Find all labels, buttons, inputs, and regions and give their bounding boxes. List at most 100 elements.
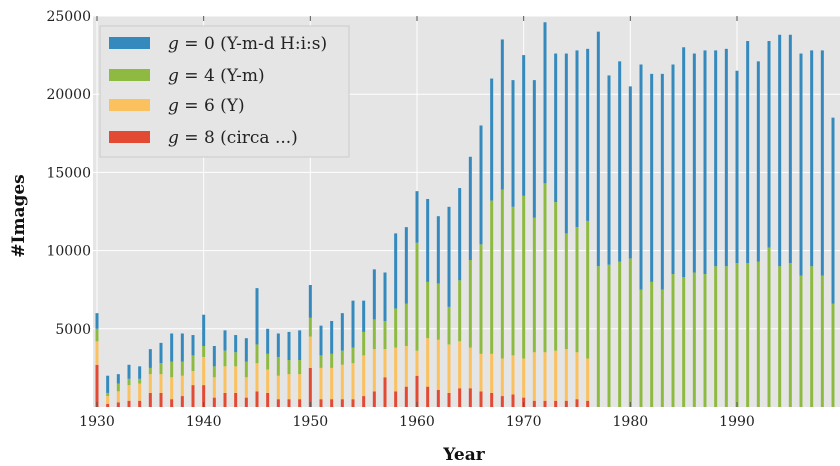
bar-g4-1992 [756,261,760,407]
bar-g0-1946 [266,328,270,354]
bar-g8-1969 [511,394,515,407]
bar-g0-1948 [287,331,291,361]
legend-entry-g0: g = 0 (Y-m-d H:i:s) [168,34,327,54]
bar-g6-1939 [191,371,195,386]
bar-g0-1985 [682,47,686,278]
legend: g = 0 (Y-m-d H:i:s) g = 4 (Y-m) g = 6 (Y) g… [99,25,350,158]
bar-g0-1981 [639,64,643,290]
bar-g0-1974 [564,53,568,234]
bar-g4-1939 [191,355,195,372]
bar-g8-1962 [436,389,440,407]
bar-g4-1968 [500,189,504,359]
bar-g4-1954 [351,347,355,364]
bar-g8-1952 [330,399,334,407]
legend-entry-g4: g = 4 (Y-m) [168,66,265,86]
x-tick-label: 1980 [613,414,649,430]
bar-g6-1945 [255,363,259,392]
bar-g4-1974 [564,233,568,350]
bar-g6-1946 [266,369,270,393]
bar-g0-1953 [340,313,344,351]
bar-g8-1947 [276,399,280,407]
bar-g0-1932 [116,374,120,384]
bar-g4-1958 [394,308,398,348]
bar-g4-1988 [714,266,718,407]
bar-g6-1969 [511,355,515,395]
bar-g4-1971 [532,217,536,353]
bar-g6-1950 [308,336,312,368]
bar-g6-1976 [586,358,590,401]
bar-g6-1953 [340,364,344,400]
bar-g0-1970 [522,55,526,196]
bar-g8-1937 [170,399,174,407]
bar-g4-1932 [116,383,120,392]
bar-g0-1931 [106,375,110,393]
bar-g8-1971 [532,400,536,407]
bar-g6-1940 [202,356,206,386]
bar-g4-1973 [554,202,558,351]
bar-g8-1930 [95,364,99,407]
bar-g6-1957 [383,349,387,378]
bar-g0-1943 [234,335,238,353]
bar-g8-1943 [234,392,238,407]
bar-g4-1977 [596,266,600,407]
axis-ticks: 1930 1940 1950 1960 1970 1980 1990 5000 10000 150… [46,9,754,430]
legend-swatch-g6 [109,99,150,111]
bar-g6-1932 [116,391,120,403]
bar-g8-1964 [458,388,462,407]
y-tick-label: 25000 [46,9,91,25]
bar-g0-1982 [650,73,654,282]
bar-g4-1934 [138,378,142,384]
bar-g0-1966 [479,125,483,245]
bar-g4-1997 [810,266,814,407]
bar-g4-1952 [330,353,334,368]
bar-g6-1973 [554,350,558,401]
bar-g4-1987 [703,274,707,407]
bar-g4-1985 [682,277,686,407]
bar-g0-1938 [180,333,184,362]
bar-g4-1955 [362,331,366,356]
bar-g6-1962 [436,339,440,390]
bar-g6-1975 [575,352,579,400]
bar-g6-1964 [458,341,462,389]
bar-g6-1935 [148,374,152,393]
bar-g8-1975 [575,399,579,407]
bar-g0-1957 [383,272,387,321]
bar-g8-1936 [159,392,163,407]
bar-g4-1940 [202,346,206,357]
bar-g0-1977 [596,31,600,267]
bar-g0-1937 [170,333,174,362]
bar-g8-1959 [404,386,408,407]
bar-g6-1952 [330,367,334,400]
bar-g4-1989 [724,266,728,407]
bar-g4-1964 [458,280,462,342]
bar-g4-1943 [234,352,238,367]
bar-g8-1951 [319,399,323,407]
bar-g0-1983 [660,73,664,290]
bar-g0-1986 [692,53,696,273]
bar-g0-1965 [468,156,472,260]
bar-g6-1971 [532,352,536,401]
bar-g6-1961 [426,338,430,387]
bar-g0-1945 [255,288,259,345]
bar-g0-1973 [554,53,558,203]
bar-g0-1995 [788,34,792,264]
bar-g6-1949 [298,374,302,400]
bar-g0-1999 [831,117,835,304]
bar-g8-1944 [244,397,248,407]
bar-g8-1940 [202,385,206,407]
bar-g0-1950 [308,285,312,318]
bar-g0-1994 [778,34,782,267]
bar-g8-1945 [255,391,259,407]
legend-entry-g6: g = 6 (Y) [168,96,245,116]
bar-g6-1968 [500,358,504,397]
legend-swatch-g8 [109,131,150,143]
bar-g6-1942 [223,366,227,393]
bar-g6-1974 [564,349,568,401]
bar-g4-1935 [148,367,152,375]
x-tick-label: 1990 [719,414,755,430]
bar-g4-1963 [447,306,451,345]
bar-g6-1948 [287,374,291,400]
bar-g0-1991 [746,41,750,264]
y-tick-label: 15000 [46,165,91,181]
